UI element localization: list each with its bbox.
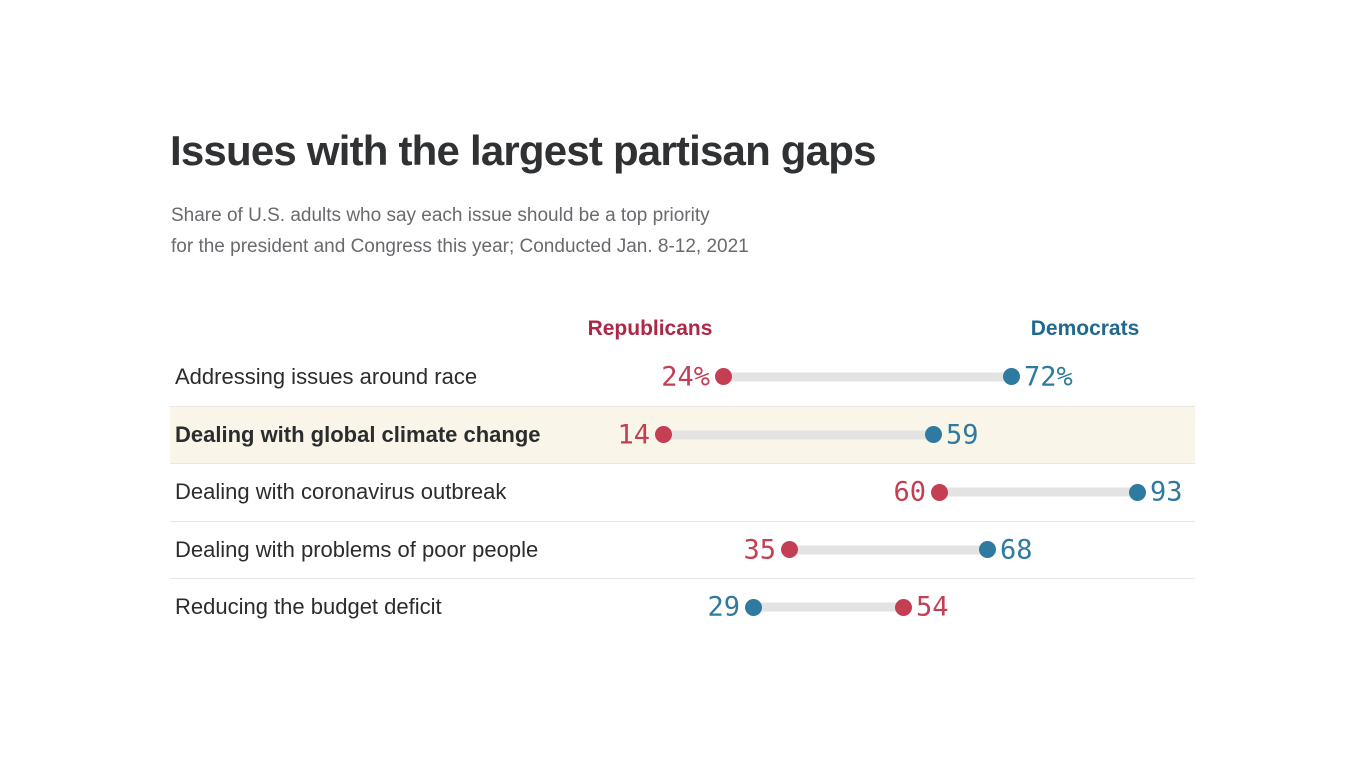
chart-row: Dealing with global climate change 14 59 — [170, 405, 1195, 463]
republican-value-label: 35 — [743, 534, 776, 566]
chart-row: Dealing with coronavirus outbreak 60 93 — [170, 463, 1195, 521]
democrat-dot — [978, 541, 996, 559]
subtitle-line-1: Share of U.S. adults who say each issue … — [171, 205, 710, 226]
democrat-dot — [924, 426, 942, 444]
chart-subtitle: Share of U.S. adults who say each issue … — [171, 200, 749, 262]
chart-rows: Addressing issues around race 24% 72% Deali… — [170, 348, 1195, 636]
issue-label: Addressing issues around race — [175, 363, 478, 389]
democrat-value-label: 29 — [707, 591, 740, 623]
dumbbell-track — [939, 487, 1137, 497]
democrat-value-label: 93 — [1150, 476, 1183, 508]
democrat-dot — [1002, 368, 1020, 386]
issue-label: Dealing with coronavirus outbreak — [175, 479, 507, 505]
democrat-value-label: 59 — [946, 419, 979, 451]
democrat-value-label: 68 — [1000, 534, 1033, 566]
democrat-dot — [744, 598, 762, 616]
republican-dot — [780, 541, 798, 559]
republican-dot — [714, 368, 732, 386]
democrat-value-label: 72% — [1024, 361, 1073, 393]
subtitle-line-2: for the president and Congress this year… — [171, 236, 749, 257]
chart-row: Addressing issues around race 24% 72% — [170, 348, 1195, 406]
republican-value-label: 14 — [617, 419, 650, 451]
republican-dot — [654, 426, 672, 444]
dumbbell-track — [753, 602, 903, 612]
chart-row: Dealing with problems of poor people 35 68 — [170, 520, 1195, 579]
issue-label: Dealing with global climate change — [175, 421, 541, 447]
democrat-dot — [1128, 483, 1146, 501]
republican-dot — [930, 483, 948, 501]
republican-value-label: 54 — [916, 591, 949, 623]
legend-republicans: Republicans — [587, 317, 713, 340]
legend-democrats: Democrats — [1030, 317, 1140, 340]
chart-row: Reducing the budget deficit 54 29 — [170, 578, 1195, 636]
issue-label: Dealing with problems of poor people — [175, 536, 539, 562]
dumbbell-track — [723, 372, 1011, 382]
page-title: Issues with the largest partisan gaps — [170, 127, 876, 174]
dumbbell-track — [789, 545, 987, 555]
republican-value-label: 60 — [893, 476, 926, 508]
republican-value-label: 24% — [661, 361, 710, 393]
dumbbell-track — [663, 430, 933, 440]
issue-label: Reducing the budget deficit — [175, 594, 442, 620]
republican-dot — [894, 598, 912, 616]
